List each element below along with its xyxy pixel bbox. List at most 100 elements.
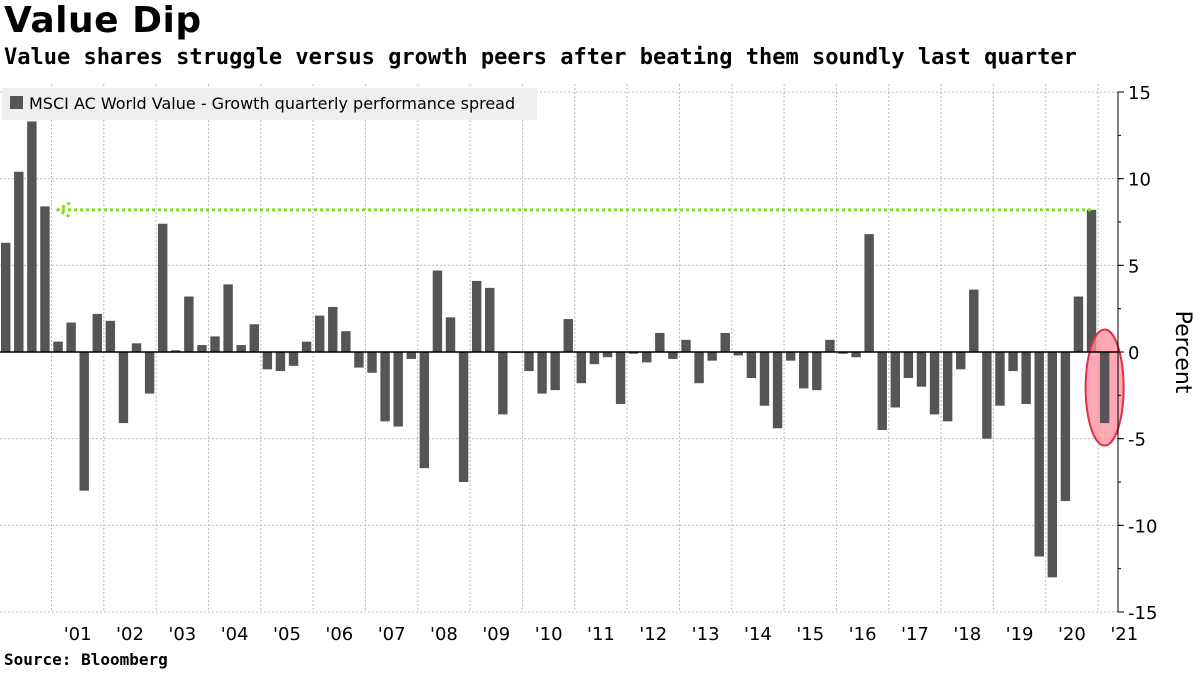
x-tick-label: '19	[1006, 624, 1034, 645]
bar	[655, 332, 665, 352]
bar	[563, 319, 573, 352]
y-axis-label: Percent	[1170, 311, 1195, 394]
bar	[14, 171, 24, 352]
bar	[1034, 352, 1044, 557]
bar	[341, 331, 351, 352]
bar	[628, 352, 639, 354]
x-tick-label: '01	[64, 624, 92, 645]
bar	[498, 352, 508, 415]
bar	[367, 352, 377, 373]
x-tick-label: '08	[430, 624, 458, 645]
grid-lines	[0, 84, 1118, 613]
bar	[288, 352, 299, 366]
chart-subtitle: Value shares struggle versus growth peer…	[4, 45, 1077, 70]
bar	[485, 287, 495, 352]
bar	[589, 352, 600, 365]
x-tick-label: '21	[1110, 624, 1138, 645]
bar	[393, 352, 403, 427]
bar	[877, 352, 887, 430]
x-tick-label: '14	[744, 624, 772, 645]
reference-arrow-head	[55, 201, 71, 219]
y-tick-label: 15	[1128, 83, 1151, 104]
legend-swatch	[10, 96, 23, 109]
bar	[537, 352, 547, 394]
bar	[1021, 352, 1031, 404]
x-tick-label: '02	[116, 624, 144, 645]
bar	[864, 234, 874, 352]
bar	[942, 352, 953, 422]
bar	[746, 352, 757, 378]
bar	[1, 242, 11, 352]
bar	[576, 352, 587, 384]
bar	[131, 343, 142, 352]
x-tick-label: '05	[273, 624, 301, 645]
bar	[668, 352, 678, 359]
x-tick-label: '20	[1058, 624, 1086, 645]
y-tick-label: 10	[1128, 170, 1151, 191]
bar	[1047, 352, 1058, 578]
bar	[210, 336, 220, 352]
bar	[929, 352, 940, 415]
bar	[157, 223, 168, 352]
bar	[79, 352, 89, 491]
bar	[838, 352, 848, 354]
bar	[223, 284, 233, 352]
bar	[406, 352, 416, 359]
x-tick-label: '17	[901, 624, 929, 645]
bar	[615, 352, 626, 404]
x-tick-label: '06	[325, 624, 353, 645]
x-tick-label: '15	[796, 624, 824, 645]
bar	[759, 352, 770, 406]
legend-box	[2, 88, 537, 120]
y-tick-label: 0	[1128, 343, 1139, 364]
bar	[812, 352, 822, 391]
bar	[694, 352, 704, 384]
bar	[1008, 352, 1018, 372]
bar	[184, 296, 194, 352]
x-tick-label: '12	[639, 624, 667, 645]
bar	[799, 352, 809, 389]
chart-title: Value Dip	[4, 0, 202, 41]
bar	[733, 352, 744, 356]
bar	[380, 352, 390, 422]
bar	[262, 352, 273, 370]
bar	[432, 270, 443, 352]
annotations	[55, 201, 1125, 447]
y-tick-label: -15	[1128, 603, 1157, 624]
x-tick-label: '04	[221, 624, 249, 645]
bar	[53, 341, 63, 352]
bar	[890, 352, 901, 408]
x-tick-label: '16	[849, 624, 877, 645]
axes: '01 '02 '03 '04 '05 '06 '07 '08 '09 '10 '11 '12 '13 '…	[0, 83, 1195, 645]
bar	[144, 352, 155, 394]
bar	[602, 352, 613, 358]
x-tick-label: '09	[482, 624, 510, 645]
x-tick-label: '11	[587, 624, 615, 645]
bar	[66, 322, 76, 352]
x-tick-label: '03	[168, 624, 196, 645]
y-tick-label: -5	[1128, 430, 1146, 451]
bar	[171, 350, 181, 352]
legend: MSCI AC World Value - Growth quarterly p…	[2, 88, 537, 120]
bar	[772, 352, 783, 429]
bar	[851, 352, 861, 358]
bar	[118, 352, 129, 424]
bar	[275, 352, 286, 372]
bar	[197, 345, 207, 352]
bar	[92, 313, 102, 352]
source-note: Source: Bloomberg	[4, 650, 168, 669]
bar	[550, 352, 560, 391]
bar-series	[1, 121, 1110, 578]
bar	[328, 306, 338, 352]
bar	[969, 289, 979, 352]
bar	[314, 315, 325, 352]
bar	[995, 352, 1005, 406]
y-tick-label: 5	[1128, 256, 1139, 277]
bar	[354, 352, 364, 368]
bar	[1060, 352, 1071, 502]
bar	[458, 352, 469, 482]
bar	[249, 324, 259, 352]
bar	[301, 341, 312, 352]
x-tick-label: '18	[953, 624, 981, 645]
